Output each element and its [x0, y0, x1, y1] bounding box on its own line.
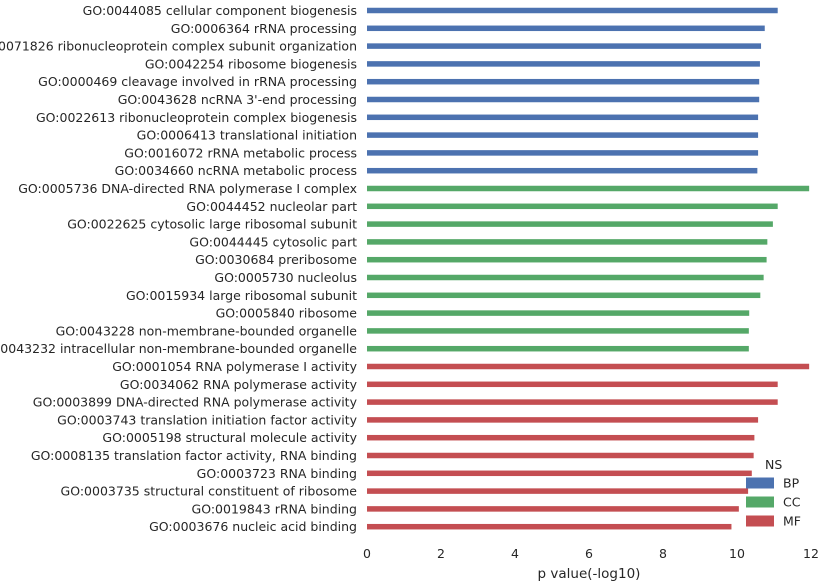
category-label: GO:0034660 ncRNA metabolic process — [115, 163, 357, 178]
category-label: GO:0000469 cleavage involved in rRNA pro… — [38, 74, 357, 89]
category-label: GO:0043228 non-membrane-bounded organell… — [56, 323, 358, 338]
category-label: GO:0034062 RNA polymerase activity — [120, 377, 358, 392]
bar-bp — [367, 7, 778, 14]
category-label: GO:0022625 cytosolic large ribosomal sub… — [67, 217, 357, 232]
category-label: GO:0015934 large ribosomal subunit — [126, 288, 357, 303]
legend-label-bp: BP — [783, 476, 800, 491]
x-tick-label: 6 — [585, 546, 593, 561]
legend-swatch-bp — [746, 477, 774, 489]
bar-cc — [367, 310, 750, 316]
category-label: GO:0044085 cellular component biogenesis — [83, 3, 357, 18]
category-label: GO:0006364 rRNA processing — [171, 21, 357, 36]
bar-bp — [367, 61, 760, 67]
x-tick-label: 12 — [803, 546, 819, 561]
bar-mf — [367, 506, 739, 512]
x-axis-ticks: 0 2 4 6 8 10 12 — [363, 546, 819, 561]
legend-title: NS — [765, 457, 782, 472]
bar-cc — [367, 239, 768, 245]
legend-label-mf: MF — [783, 514, 801, 529]
bar-cc — [367, 274, 764, 281]
bar-cc — [367, 203, 778, 210]
category-label: GO:0071826 ribonucleoprotein complex sub… — [0, 39, 357, 54]
category-label: GO:0043232 intracellular non-membrane-bo… — [0, 341, 357, 356]
bar-mf — [367, 434, 755, 441]
bar-bp — [367, 25, 765, 32]
category-label: GO:0044452 nucleolar part — [186, 199, 357, 214]
bar-bp — [367, 150, 759, 156]
bar-mf — [367, 470, 752, 477]
bars-group — [367, 7, 810, 530]
bar-bp — [367, 96, 760, 103]
x-tick-label: 2 — [437, 546, 445, 561]
legend-swatch-cc — [746, 496, 774, 508]
category-labels: GO:0044085 cellular component biogenesis… — [0, 3, 358, 534]
bar-mf — [367, 523, 732, 530]
bar-cc — [367, 221, 773, 227]
x-tick-label: 8 — [659, 546, 667, 561]
category-label: GO:0005840 ribosome — [216, 306, 358, 321]
x-axis-label: p value(-log10) — [538, 566, 641, 582]
bar-mf — [367, 488, 749, 494]
category-label: GO:0005198 structural molecule activity — [102, 430, 357, 445]
category-label: GO:0006413 translational initiation — [137, 128, 357, 143]
bar-cc — [367, 292, 761, 299]
category-label: GO:0008135 translation factor activity, … — [31, 448, 357, 463]
category-label: GO:0003743 translation initiation factor… — [57, 412, 357, 427]
bar-cc — [367, 256, 767, 263]
category-label: GO:0043628 ncRNA 3'-end processing — [118, 92, 357, 107]
category-label: GO:0019843 rRNA binding — [192, 501, 357, 516]
category-label: GO:0003723 RNA binding — [197, 466, 357, 481]
category-label: GO:0022613 ribonucleoprotein complex bio… — [36, 110, 357, 125]
bar-mf — [367, 381, 778, 388]
category-label: GO:0001054 RNA polymerase I activity — [112, 359, 357, 374]
x-tick-label: 0 — [363, 546, 371, 561]
category-label: GO:0005730 nucleolus — [214, 270, 357, 285]
bar-mf — [367, 417, 759, 423]
legend-label-cc: CC — [783, 495, 801, 510]
bar-bp — [367, 114, 759, 121]
bar-bp — [367, 167, 758, 174]
bar-cc — [367, 185, 810, 192]
bar-mf — [367, 363, 810, 370]
category-label: GO:0016072 rRNA metabolic process — [124, 145, 357, 160]
bar-bp — [367, 78, 760, 85]
category-label: GO:0042254 ribosome biogenesis — [145, 56, 357, 71]
bar-mf — [367, 452, 754, 459]
category-label: GO:0003676 nucleic acid binding — [149, 519, 357, 534]
category-label: GO:0005736 DNA-directed RNA polymerase I… — [18, 181, 357, 196]
bar-mf — [367, 399, 778, 405]
category-label: GO:0003899 DNA-directed RNA polymerase a… — [33, 395, 358, 410]
x-tick-label: 10 — [729, 546, 745, 561]
legend-swatch-mf — [746, 515, 774, 527]
bar-bp — [367, 132, 759, 138]
bar-cc — [367, 345, 749, 352]
legend: NS BP CC MF — [746, 457, 801, 529]
bar-cc — [367, 328, 749, 334]
category-label: GO:0030684 preribosome — [195, 252, 357, 267]
x-tick-label: 4 — [511, 546, 519, 561]
bar-bp — [367, 43, 762, 49]
category-label: GO:0003735 structural constituent of rib… — [61, 484, 358, 499]
category-label: GO:0044445 cytosolic part — [189, 234, 357, 249]
